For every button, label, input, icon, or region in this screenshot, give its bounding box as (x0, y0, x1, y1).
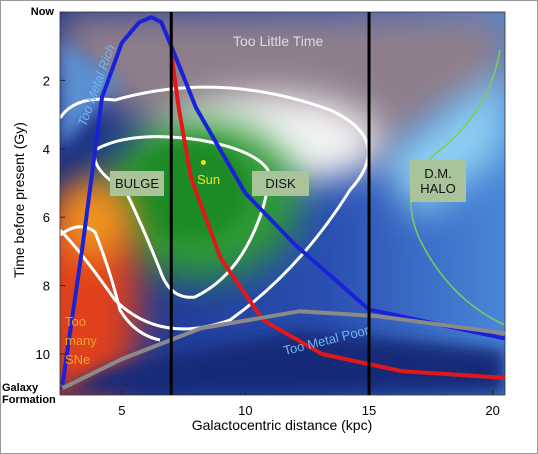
y-tick-label: 2 (43, 73, 50, 88)
y-tick-label: 4 (43, 142, 50, 157)
y-axis-label: Time before present (Gy) (11, 122, 27, 278)
too-little-time: Too Little Time (233, 33, 324, 49)
x-tick-label: 20 (485, 403, 499, 418)
y-tick-label: 10 (36, 347, 50, 362)
dm-halo-label: D.M. HALO (410, 160, 466, 202)
x-tick-label: 5 (118, 403, 125, 418)
plot-border (59, 11, 506, 396)
x-tick-label: 15 (362, 403, 376, 418)
x-tick-label: 10 (238, 403, 252, 418)
series-line (61, 309, 505, 390)
y-tick-label: Galaxy Formation (2, 382, 56, 407)
bulge-label: BULGE (110, 171, 164, 196)
y-tick-label: 6 (43, 210, 50, 225)
sun-label: Sun (197, 172, 221, 187)
x-axis-label: Galactocentric distance (kpc) (192, 417, 373, 433)
background-map (60, 12, 505, 395)
sun-point (200, 159, 206, 165)
disk-label: DISK (252, 171, 309, 196)
series-line (60, 15, 505, 385)
y-tick-label: Now (30, 6, 54, 18)
y-tick-label: 8 (43, 279, 50, 294)
series-line (169, 52, 505, 380)
too-many-sne: Too many SNe (65, 314, 97, 367)
